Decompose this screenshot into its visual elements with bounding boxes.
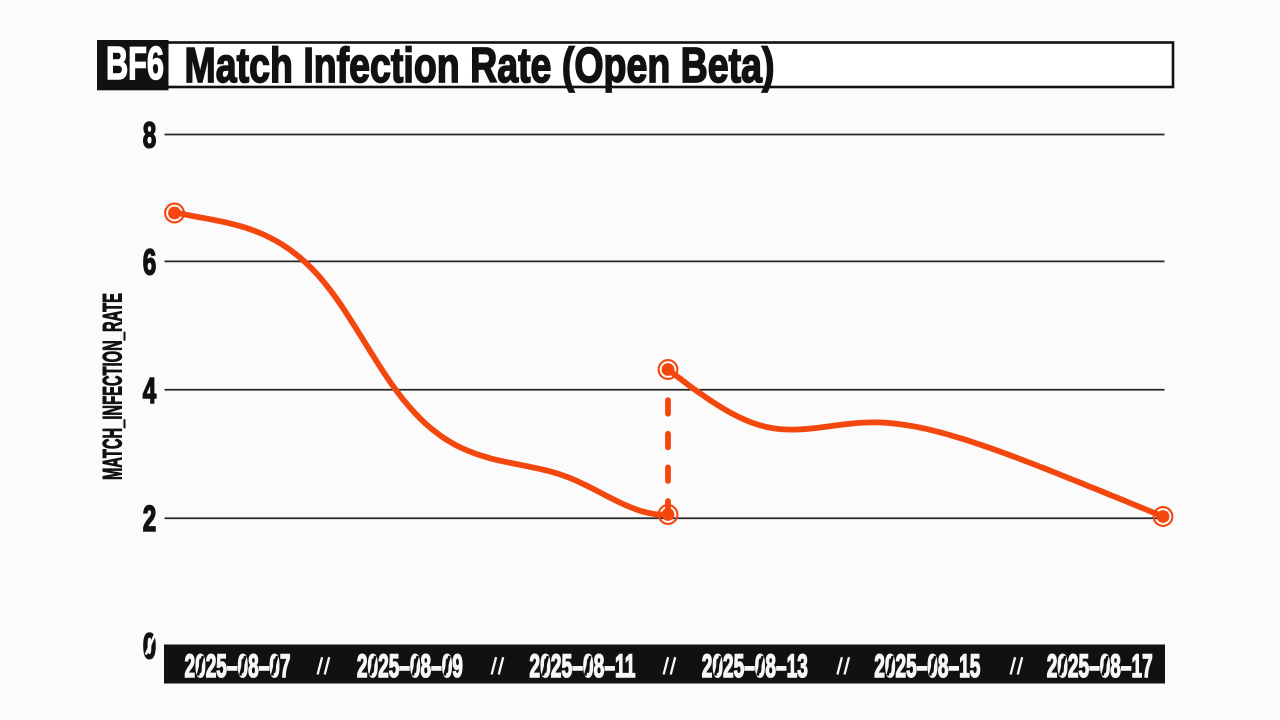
svg-text:2025–08–15: 2025–08–15 [874, 648, 980, 684]
svg-text:8: 8 [143, 115, 157, 156]
svg-text:MATCH_INFECTION_RATE: MATCH_INFECTION_RATE [97, 293, 127, 480]
svg-text:4: 4 [143, 370, 157, 411]
svg-text:2: 2 [143, 498, 157, 539]
svg-text:BF6: BF6 [106, 37, 164, 89]
svg-text:2025–08–13: 2025–08–13 [702, 648, 808, 684]
svg-text:6: 6 [143, 242, 157, 283]
svg-text:Match Infection Rate (Open Bet: Match Infection Rate (Open Beta) [185, 39, 775, 93]
